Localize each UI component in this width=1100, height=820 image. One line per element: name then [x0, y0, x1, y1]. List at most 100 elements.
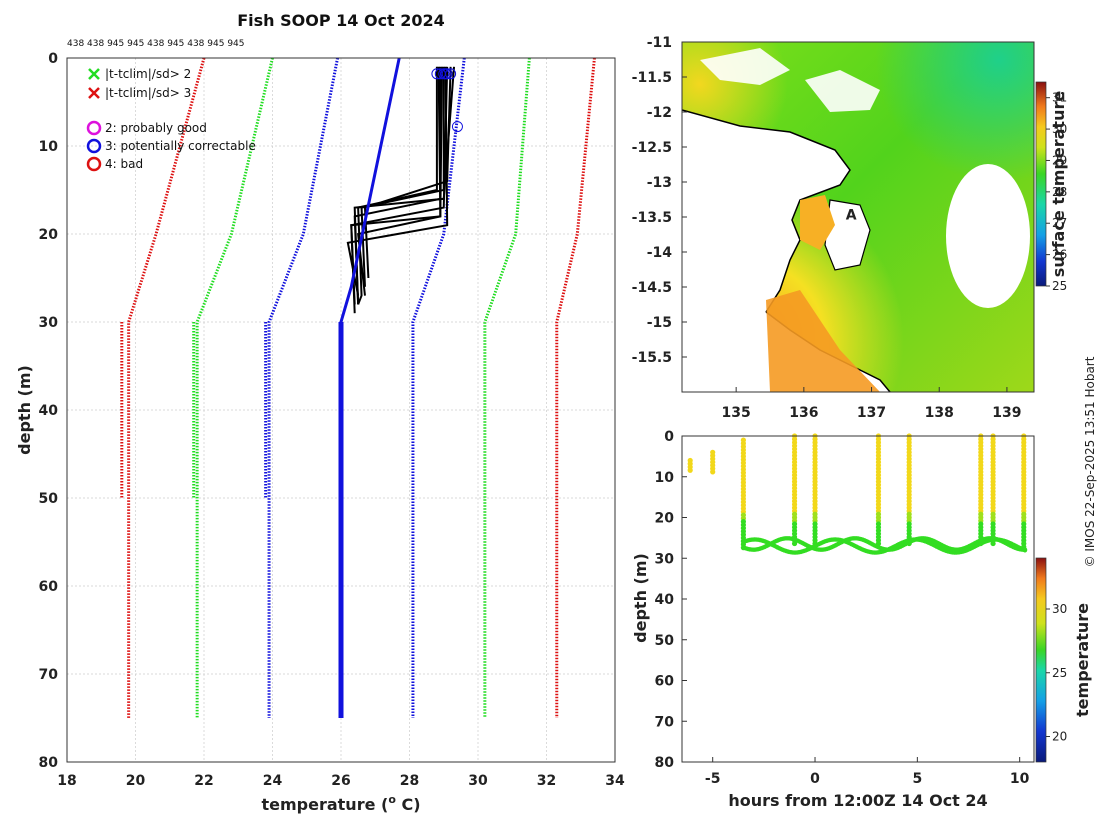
warm-gulf: [766, 290, 880, 392]
sst-colorbar-label: surface temperature: [1049, 91, 1068, 278]
profile-title: Fish SOOP 14 Oct 2024: [237, 11, 445, 30]
climatology-line: [195, 57, 274, 718]
ts-cast-point: [791, 540, 798, 547]
y-tick-label: 60: [39, 579, 59, 595]
ts-x-tick-label: 0: [810, 771, 820, 787]
cloud-gap-large: [946, 164, 1030, 308]
cruise-ids: 438 438 945 945 438 945 438 945 945: [67, 39, 245, 49]
map-y-tick-label: -13: [647, 175, 672, 191]
y-tick-label: 70: [39, 667, 59, 683]
climatology-line: [411, 57, 466, 718]
legend-circle-marker: [86, 138, 102, 154]
y-tick-label: 20: [39, 227, 59, 243]
ts-y-tick-label: 30: [655, 551, 675, 567]
ts-x-tick-label: -5: [705, 771, 721, 787]
colorbar-tick-label: 31: [1052, 91, 1067, 105]
sst-map: 135 136 137 138 139 -11 -11.5 -12 -12.5 -13 -13.5 -…: [632, 35, 1068, 421]
profile-lines: [120, 57, 596, 718]
climatology-line: [267, 57, 340, 718]
x-tick-label: 28: [400, 773, 419, 789]
ts-y-tick-label: 20: [655, 511, 675, 527]
legend-label: 2: probably good: [105, 121, 207, 135]
qc-flag-circle: [451, 121, 463, 133]
profile-plot: 18 20 22 24 26 28 30 32 34 0 10 20 30 40 50 60 70 80 Fish…: [15, 11, 625, 814]
map-x-tick-label: 138: [925, 405, 954, 421]
map-x-tick-label: 139: [992, 405, 1021, 421]
timeseries-plot: -5 0 5 10 0 10 20 30 40 50 60 70 80 hours from 12:00…: [631, 429, 1092, 810]
qc-flag-circle: [445, 68, 457, 80]
sst-colorbar: [1035, 81, 1047, 287]
ts-cast-point: [710, 469, 716, 475]
timeseries-area: [682, 436, 1034, 762]
temperature-colorbar: [1035, 557, 1047, 763]
cloud-gap: [805, 70, 880, 112]
groote-eylandt: [824, 199, 871, 271]
map-y-tick-label: -13.5: [632, 210, 672, 226]
y-tick-label: 10: [39, 139, 59, 155]
ts-y-tick-label: 70: [655, 714, 675, 730]
colorbar-tick-label: 28: [1052, 185, 1067, 199]
map-y-tick-label: -15: [647, 315, 672, 331]
x-tick-label: 26: [331, 773, 350, 789]
map-y-tick-label: -15.5: [632, 350, 672, 366]
climatology-line: [483, 57, 531, 718]
profile-ticks: 18 20 22 24 26 28 30 32 34 0 10 20 30 40 50 60 70 80: [39, 51, 625, 789]
colorbar-tick-label: 20: [1052, 730, 1067, 744]
xlabel-start: temperature (: [261, 795, 388, 814]
measured-profile: [357, 66, 442, 296]
temperature-colorbar-label: temperature: [1073, 603, 1092, 717]
map-y-tick-label: -11: [647, 35, 672, 51]
map-y-tick-label: -14: [647, 245, 673, 261]
colorbar-tick-label: 26: [1052, 248, 1067, 262]
land-arnhem: [682, 110, 890, 392]
ts-bottom-point: [1022, 547, 1028, 552]
x-tick-label: 20: [126, 773, 146, 789]
sst-colorbar-ticks: 25 26 27 28 29 30 31: [1046, 91, 1067, 293]
x-tick-label: 30: [468, 773, 488, 789]
colorbar-tick-label: 25: [1052, 666, 1067, 680]
timeseries-xlabel: hours from 12:00Z 14 Oct 24: [728, 791, 987, 810]
copyright-text: © IMOS 22-Sep-2025 13:51 Hobart: [1083, 356, 1097, 567]
map-y-tick-label: -14.5: [632, 280, 672, 296]
x-tick-label: 24: [263, 773, 283, 789]
warm-coast: [800, 195, 835, 250]
ts-y-tick-label: 60: [655, 674, 675, 690]
timeseries-ylabel: depth (m): [631, 553, 650, 643]
profile-legend: |t-tclim|/sd> 2 |t-tclim|/sd> 3 2: probabl…: [86, 67, 256, 172]
legend-label: |t-tclim|/sd> 2: [105, 67, 191, 81]
xlabel-sup: o: [388, 793, 396, 806]
timeseries-ticks: -5 0 5 10 0 10 20 30 40 50 60 70 80: [655, 429, 1030, 787]
map-x-tick-label: 136: [789, 405, 818, 421]
measured-profile: [363, 66, 452, 279]
marker-label: A: [846, 208, 857, 224]
y-tick-label: 30: [39, 315, 59, 331]
measured-profile: [346, 66, 449, 296]
y-tick-label: 40: [39, 403, 59, 419]
colorbar-tick-label: 25: [1052, 279, 1067, 293]
profile-xlabel: temperature (o C): [261, 793, 420, 814]
measured-profile: [360, 66, 445, 287]
legend-x-marker: [88, 87, 100, 99]
map-y-tick-label: -12: [647, 105, 672, 121]
temperature-colorbar-ticks: 20 25 30: [1046, 602, 1067, 744]
x-tick-label: 22: [194, 773, 213, 789]
timeseries-points: [687, 433, 1028, 555]
legend-label: 4: bad: [105, 157, 143, 171]
xlabel-end: C): [396, 795, 421, 814]
ts-y-tick-label: 40: [655, 592, 675, 608]
ts-cast-point: [990, 540, 996, 547]
x-tick-label: 18: [57, 773, 76, 789]
qc-flag-circle: [439, 68, 451, 80]
map-x-tick-label: 137: [857, 405, 886, 421]
map-field: [682, 42, 1034, 392]
ts-y-tick-label: 50: [655, 633, 675, 649]
ts-y-tick-label: 80: [655, 755, 675, 771]
climatology-line: [555, 57, 596, 718]
ts-cast-point: [687, 467, 693, 473]
colorbar-tick-label: 27: [1052, 216, 1067, 230]
ts-x-tick-label: 5: [912, 771, 922, 787]
ts-x-tick-label: 10: [1010, 771, 1030, 787]
profile-ylabel: depth (m): [15, 365, 34, 455]
cloud-gap: [700, 48, 790, 85]
ts-y-tick-label: 10: [655, 470, 675, 486]
